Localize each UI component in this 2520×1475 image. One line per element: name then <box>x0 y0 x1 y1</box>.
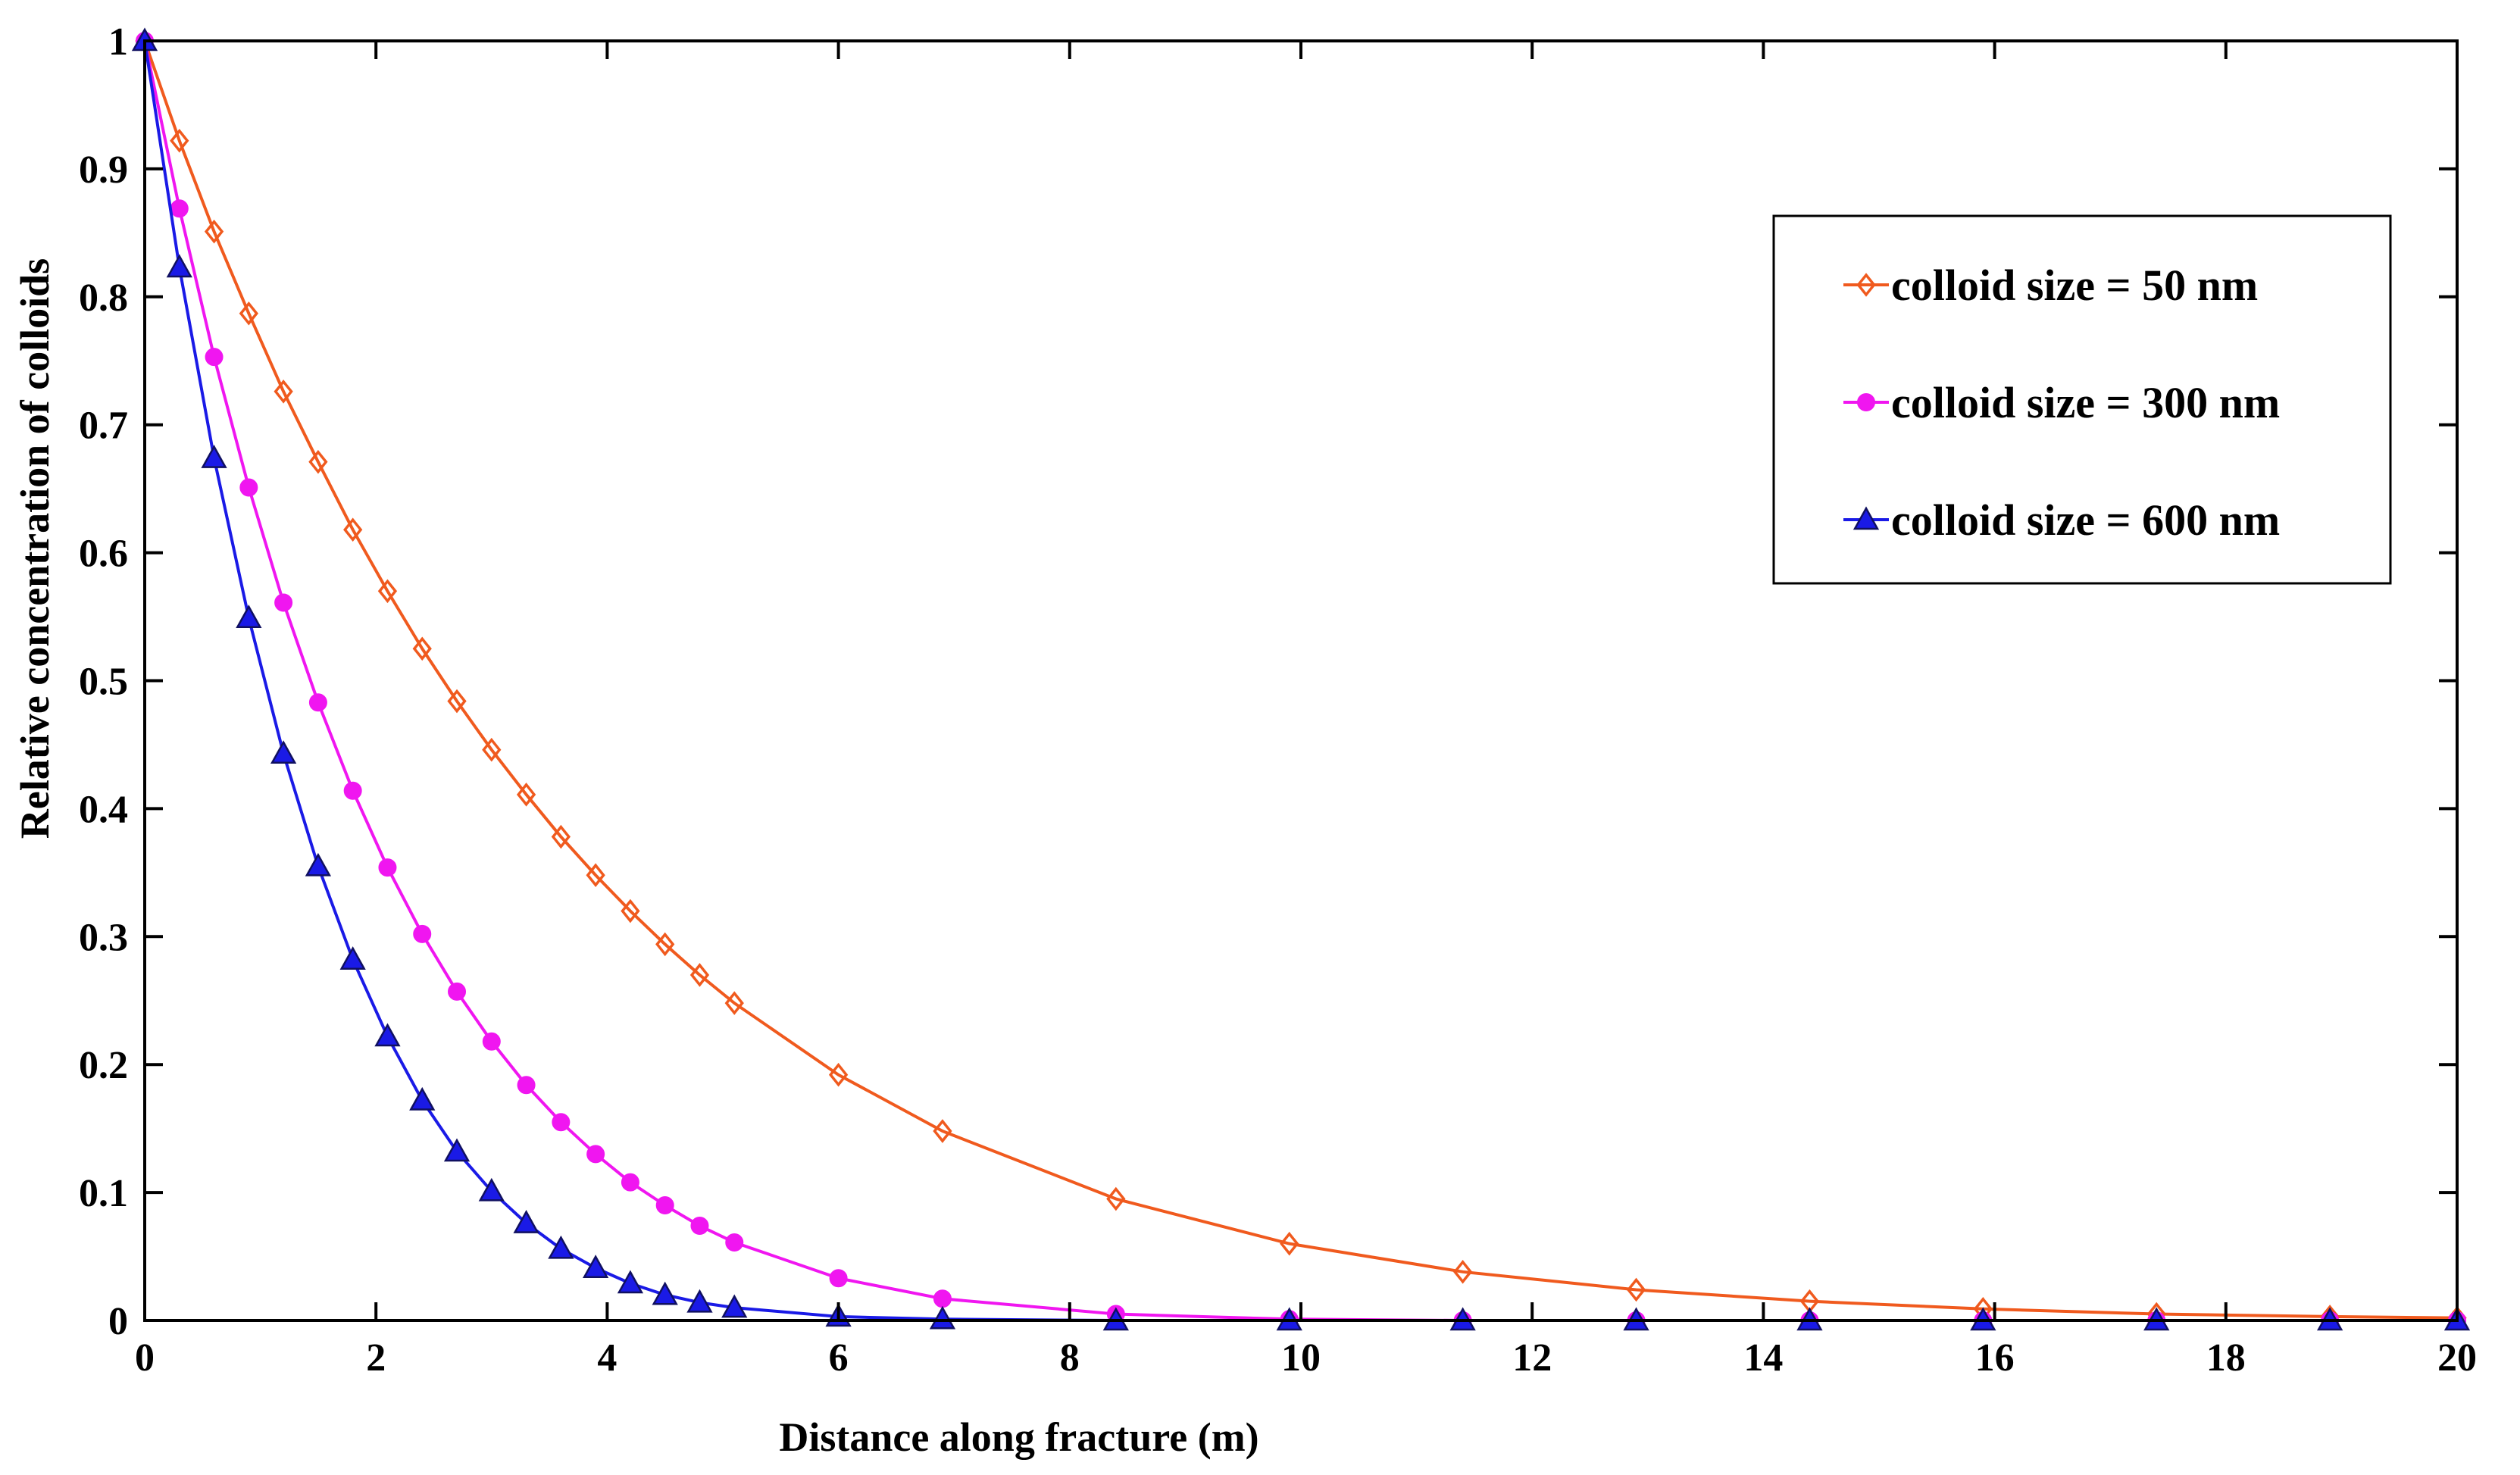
y-axis-title: Relative concentration of colloids <box>12 258 58 839</box>
data-point <box>652 1281 678 1305</box>
data-point <box>586 1145 605 1164</box>
data-point <box>308 449 328 474</box>
data-point <box>448 982 467 1001</box>
data-point <box>374 1023 401 1047</box>
y-tick-label: 0 <box>108 1300 128 1343</box>
data-point <box>933 1289 952 1308</box>
legend-item: colloid size = 300 nm <box>1843 378 2280 427</box>
y-tick-label: 0.9 <box>79 148 128 192</box>
data-point <box>621 898 640 923</box>
y-tick-label: 0.1 <box>79 1172 128 1215</box>
data-point <box>1280 1231 1299 1256</box>
x-axis-title: Distance along fracture (m) <box>779 1414 1258 1460</box>
legend-label: colloid size = 300 nm <box>1891 378 2280 427</box>
x-tick-label: 18 <box>2206 1336 2246 1380</box>
data-point <box>829 1269 848 1288</box>
data-point <box>239 478 258 497</box>
data-point <box>443 1138 471 1162</box>
axes: 0 2 4 6 8 10 12 14 16 18 20 0 0.1 0.2 0.3 0.4 0.5 0.6 0.7 0… <box>79 20 2477 1380</box>
data-point <box>551 824 571 849</box>
x-tick-label: 4 <box>597 1336 617 1380</box>
y-tick-label: 0.4 <box>79 788 128 831</box>
data-point <box>655 932 675 957</box>
data-point <box>516 783 536 807</box>
x-tick-label: 0 <box>135 1336 155 1380</box>
data-point <box>412 636 432 661</box>
legend: colloid size = 50 nm colloid size = 300 n… <box>1772 214 2392 585</box>
data-point <box>378 858 397 877</box>
data-point <box>513 1210 539 1233</box>
legend-label: colloid size = 600 nm <box>1891 495 2280 545</box>
legend-item: colloid size = 600 nm <box>1843 495 2280 545</box>
data-point <box>377 579 398 604</box>
data-point <box>478 1177 505 1202</box>
y-tick-label: 0.7 <box>79 405 128 448</box>
data-point <box>447 689 467 714</box>
data-point <box>305 852 332 877</box>
data-point <box>552 1113 571 1132</box>
data-point <box>724 991 744 1015</box>
data-point <box>308 693 327 712</box>
data-point <box>586 863 605 888</box>
y-tick-label: 0.6 <box>79 533 128 576</box>
data-point <box>409 1086 436 1111</box>
x-tick-label: 12 <box>1512 1336 1552 1380</box>
legend-swatch-marker <box>1852 506 1880 530</box>
series-line <box>143 40 2458 1320</box>
data-point <box>170 199 189 218</box>
data-point <box>205 348 224 367</box>
data-point <box>482 737 502 762</box>
legend-swatch-marker <box>1856 273 1876 297</box>
data-point <box>204 219 224 244</box>
x-tick-label: 20 <box>2437 1336 2477 1380</box>
x-tick-label: 2 <box>366 1336 386 1380</box>
data-point <box>239 301 258 326</box>
data-point <box>270 740 297 764</box>
data-point <box>201 445 227 468</box>
data-point <box>690 1217 709 1236</box>
legend-item: colloid size = 50 nm <box>1843 261 2258 310</box>
data-point <box>655 1195 674 1214</box>
data-point <box>933 1119 952 1143</box>
data-point <box>1452 1260 1473 1284</box>
data-point <box>548 1235 574 1259</box>
series-1 <box>135 29 2467 1330</box>
y-tick-label: 0.8 <box>79 277 128 320</box>
data-point <box>617 1270 644 1294</box>
data-point <box>343 781 362 800</box>
legend-swatch-marker <box>1857 393 1875 411</box>
data-point <box>689 963 710 987</box>
data-point <box>236 605 262 628</box>
data-point <box>621 1173 639 1192</box>
x-tick-label: 16 <box>1975 1336 2015 1380</box>
data-point <box>274 379 293 404</box>
y-tick-label: 1 <box>108 20 128 64</box>
data-point <box>482 1032 501 1051</box>
data-point <box>686 1289 713 1313</box>
data-point <box>583 1255 609 1279</box>
x-tick-label: 6 <box>829 1336 849 1380</box>
data-point <box>1106 1186 1126 1211</box>
data-point <box>339 946 366 970</box>
data-point <box>170 128 189 153</box>
data-point <box>929 1305 956 1330</box>
data-point <box>274 593 293 612</box>
data-point <box>413 924 432 943</box>
y-tick-label: 0.3 <box>79 916 128 959</box>
y-tick-label: 0.2 <box>79 1044 128 1087</box>
x-tick-label: 10 <box>1281 1336 1321 1380</box>
data-point <box>517 1076 536 1095</box>
data-point <box>725 1233 744 1252</box>
data-point <box>343 517 363 542</box>
data-point <box>828 1062 849 1087</box>
legend-box <box>1772 214 2392 585</box>
data-point <box>1626 1277 1646 1302</box>
data-point <box>721 1294 748 1318</box>
y-tick-label: 0.5 <box>79 661 128 704</box>
legend-label: colloid size = 50 nm <box>1891 261 2258 310</box>
x-tick-label: 14 <box>1743 1336 1783 1380</box>
x-tick-label: 8 <box>1060 1336 1080 1380</box>
data-point <box>166 254 192 278</box>
